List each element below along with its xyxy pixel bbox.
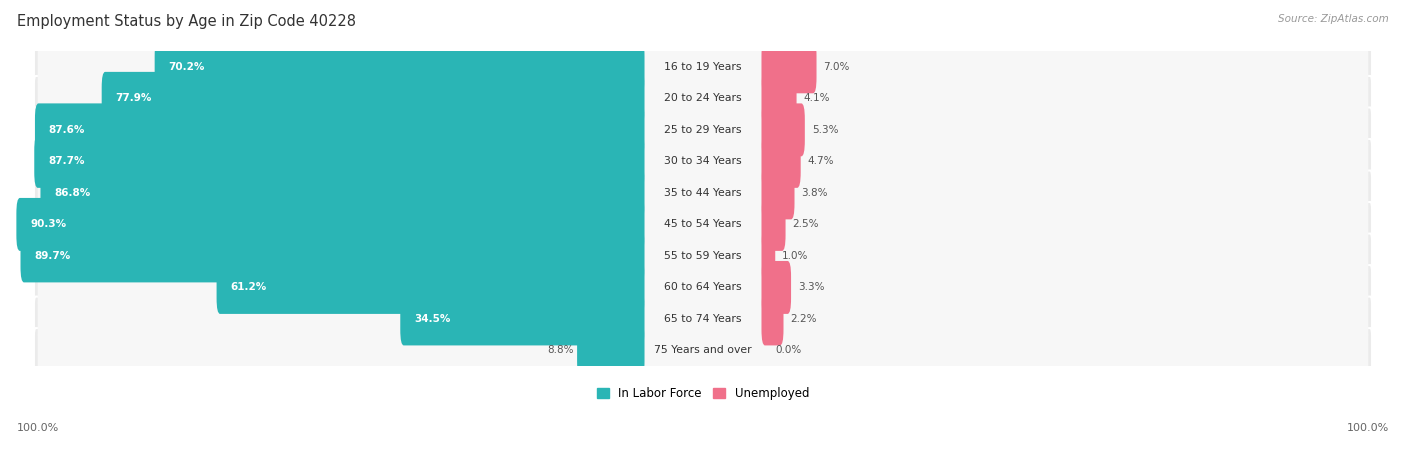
Text: 2.5%: 2.5% — [793, 219, 818, 230]
Text: 7.0%: 7.0% — [824, 62, 849, 72]
FancyBboxPatch shape — [762, 103, 804, 156]
FancyBboxPatch shape — [38, 173, 1368, 213]
Text: 90.3%: 90.3% — [30, 219, 66, 230]
FancyBboxPatch shape — [38, 142, 1368, 181]
Text: 100.0%: 100.0% — [1347, 423, 1389, 433]
FancyBboxPatch shape — [21, 230, 644, 282]
Text: 2.2%: 2.2% — [790, 314, 817, 324]
Text: 8.8%: 8.8% — [547, 345, 574, 355]
Text: 87.7%: 87.7% — [48, 156, 84, 166]
Text: Employment Status by Age in Zip Code 40228: Employment Status by Age in Zip Code 402… — [17, 14, 356, 28]
FancyBboxPatch shape — [762, 261, 792, 314]
FancyBboxPatch shape — [38, 331, 1368, 370]
Legend: In Labor Force, Unemployed: In Labor Force, Unemployed — [592, 382, 814, 405]
FancyBboxPatch shape — [762, 198, 786, 251]
Text: 25 to 29 Years: 25 to 29 Years — [664, 125, 742, 135]
Text: 75 Years and over: 75 Years and over — [654, 345, 752, 355]
FancyBboxPatch shape — [38, 236, 1368, 276]
FancyBboxPatch shape — [401, 293, 644, 345]
Text: 5.3%: 5.3% — [811, 125, 838, 135]
Text: 86.8%: 86.8% — [55, 188, 90, 198]
Text: 1.0%: 1.0% — [782, 251, 808, 261]
FancyBboxPatch shape — [34, 139, 1372, 184]
Text: 4.7%: 4.7% — [807, 156, 834, 166]
FancyBboxPatch shape — [101, 72, 644, 125]
FancyBboxPatch shape — [217, 261, 644, 314]
Text: 4.1%: 4.1% — [803, 93, 830, 103]
Text: 30 to 34 Years: 30 to 34 Years — [664, 156, 742, 166]
FancyBboxPatch shape — [34, 107, 1372, 152]
FancyBboxPatch shape — [34, 265, 1372, 310]
Text: 3.3%: 3.3% — [799, 282, 824, 292]
FancyBboxPatch shape — [38, 267, 1368, 307]
FancyBboxPatch shape — [17, 198, 644, 251]
Text: 16 to 19 Years: 16 to 19 Years — [664, 62, 742, 72]
Text: 70.2%: 70.2% — [169, 62, 205, 72]
Text: 100.0%: 100.0% — [17, 423, 59, 433]
Text: 65 to 74 Years: 65 to 74 Years — [664, 314, 742, 324]
FancyBboxPatch shape — [38, 205, 1368, 244]
FancyBboxPatch shape — [762, 166, 794, 219]
Text: 87.6%: 87.6% — [49, 125, 86, 135]
FancyBboxPatch shape — [34, 297, 1372, 341]
FancyBboxPatch shape — [155, 41, 644, 93]
Text: Source: ZipAtlas.com: Source: ZipAtlas.com — [1278, 14, 1389, 23]
Text: 20 to 24 Years: 20 to 24 Years — [664, 93, 742, 103]
Text: 77.9%: 77.9% — [115, 93, 152, 103]
FancyBboxPatch shape — [34, 76, 1372, 121]
FancyBboxPatch shape — [762, 72, 797, 125]
Text: 89.7%: 89.7% — [34, 251, 70, 261]
FancyBboxPatch shape — [762, 135, 800, 188]
Text: 35 to 44 Years: 35 to 44 Years — [664, 188, 742, 198]
FancyBboxPatch shape — [41, 166, 644, 219]
FancyBboxPatch shape — [34, 202, 1372, 247]
Text: 60 to 64 Years: 60 to 64 Years — [664, 282, 742, 292]
FancyBboxPatch shape — [34, 135, 644, 188]
FancyBboxPatch shape — [38, 47, 1368, 87]
Text: 61.2%: 61.2% — [231, 282, 267, 292]
FancyBboxPatch shape — [34, 328, 1372, 373]
FancyBboxPatch shape — [34, 45, 1372, 89]
FancyBboxPatch shape — [34, 170, 1372, 215]
FancyBboxPatch shape — [576, 324, 644, 377]
FancyBboxPatch shape — [35, 103, 644, 156]
Text: 55 to 59 Years: 55 to 59 Years — [664, 251, 742, 261]
FancyBboxPatch shape — [762, 41, 817, 93]
Text: 3.8%: 3.8% — [801, 188, 828, 198]
FancyBboxPatch shape — [762, 230, 775, 282]
Text: 0.0%: 0.0% — [775, 345, 801, 355]
FancyBboxPatch shape — [38, 299, 1368, 339]
FancyBboxPatch shape — [762, 293, 783, 345]
FancyBboxPatch shape — [38, 78, 1368, 118]
FancyBboxPatch shape — [34, 234, 1372, 278]
Text: 34.5%: 34.5% — [413, 314, 450, 324]
FancyBboxPatch shape — [38, 110, 1368, 150]
Text: 45 to 54 Years: 45 to 54 Years — [664, 219, 742, 230]
